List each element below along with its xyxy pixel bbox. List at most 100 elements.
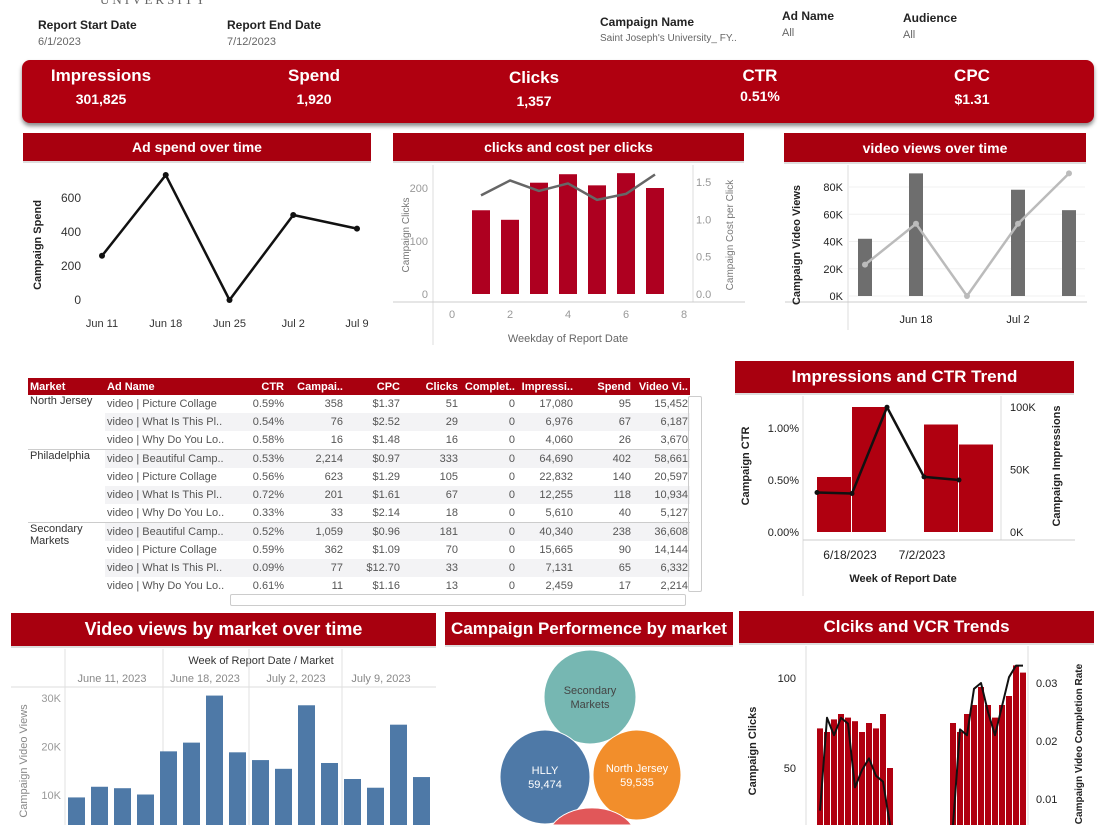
filter-label: Report End Date (227, 18, 322, 32)
table-cell: 51 (445, 398, 458, 411)
x-tick-label: Jul 9 (345, 318, 368, 330)
table-cell: 65 (575, 558, 633, 577)
y2-tick-label: 1.0 (696, 214, 711, 226)
table-cell: 0 (460, 485, 517, 505)
kpi-value: $1.31 (954, 91, 990, 107)
table-cell: 0.58% (252, 434, 284, 447)
column-header[interactable]: Video Vi.. (633, 378, 690, 395)
clicks-bar (646, 188, 664, 294)
x-tick-label: Jul 2 (1006, 314, 1029, 326)
market-ad-table: Market Ad Name CTR Campai.. CPC Clicks Complet… (28, 378, 690, 596)
table-cell: 0.52% (230, 521, 286, 541)
column-header[interactable]: CTR (230, 378, 286, 395)
y2-axis-title: Campaign Cost per Click (725, 179, 736, 291)
bubble-label: 59,474 (528, 779, 562, 791)
table-cell: 0 (508, 579, 515, 592)
table-cell: 7,131 (517, 558, 575, 577)
table-cell: 64,690 (517, 449, 575, 468)
table-cell: 0.72% (230, 485, 286, 505)
table-cell: 29 (402, 413, 460, 432)
table-cell: video | Why Do You Lo.. (107, 506, 225, 519)
table-cell: 5,127 (660, 506, 688, 519)
clicks-bar (617, 173, 635, 294)
filter-campaign-name[interactable]: Campaign Name Saint Joseph's University_ … (600, 15, 737, 44)
video-market-bar (160, 751, 177, 825)
video-market-bar (91, 786, 108, 825)
table-row: video | What Is This Pl.. 0.72% 201 $1.61 67… (28, 485, 690, 505)
table-cell: 77 (286, 558, 345, 577)
ctr-point (956, 477, 962, 483)
group-label: July 2, 2023 (266, 673, 325, 685)
table-row: video | What Is This Pl.. 0.09% 77 $12.70 33… (28, 558, 690, 577)
group-label: July 9, 2023 (351, 673, 410, 685)
table-cell: $1.09 (372, 543, 400, 556)
y2-tick-label: 0K (1010, 527, 1024, 539)
table-cell: $12.70 (345, 558, 402, 577)
y-tick-label: 1.00% (768, 423, 799, 435)
bubble-label: North Jersey (606, 763, 669, 775)
column-header[interactable]: Spend (575, 378, 633, 395)
clicks-bar (957, 732, 963, 825)
video-market-bar (114, 788, 131, 825)
x-tick-label: 6 (623, 309, 629, 321)
table-cell: 90 (618, 543, 631, 556)
table-cell: 4,060 (545, 434, 573, 447)
video-market-bar (390, 724, 407, 825)
table-row: video | Picture Collage 0.56% 623 $1.29 105 0… (28, 468, 690, 486)
x-tick-label: Jun 18 (149, 318, 182, 330)
y-axis-title: Campaign Spend (32, 200, 44, 290)
filter-audience[interactable]: Audience All (903, 11, 957, 41)
table-cell: 0 (460, 558, 517, 577)
filter-ad-name[interactable]: Ad Name All (782, 9, 834, 39)
panel-title-impressions-ctr: Impressions and CTR Trend (735, 361, 1074, 395)
table-cell: video | Beautiful Camp.. (105, 449, 230, 468)
column-header[interactable]: Ad Name (105, 378, 230, 395)
bubble-label: Markets (570, 699, 610, 711)
x-tick-label: 0 (449, 309, 455, 321)
clicks-bar (472, 210, 490, 294)
ctr-point (921, 474, 927, 480)
table-cell: 2,214 (660, 579, 688, 592)
table-cell: $1.16 (372, 579, 400, 592)
cpc-line (480, 173, 656, 202)
ad-spend-chart: 0 200 400 600 Campaign Spend Jun 11 Jun 18 Jun … (32, 172, 369, 330)
y-tick-label: 20K (823, 264, 843, 276)
x-tick-label: Jun 11 (86, 318, 118, 330)
table-cell: 0.59% (252, 543, 284, 556)
table-cell: $1.29 (372, 470, 400, 483)
y-tick-label: 50 (784, 763, 796, 775)
table-cell: 6,976 (517, 413, 575, 432)
column-header[interactable]: Market (28, 378, 105, 395)
table-vertical-scrollbar[interactable] (688, 396, 702, 592)
y2-tick-label: 0.5 (696, 252, 711, 264)
table-cell: 333 (402, 449, 460, 468)
spend-line (101, 173, 358, 302)
y-tick-label: 40K (823, 237, 843, 249)
kpi-value: 1,920 (296, 91, 332, 107)
table-cell: $0.97 (345, 449, 402, 468)
ctr-point (884, 404, 890, 410)
filter-label: Campaign Name (600, 15, 695, 29)
filter-end-date[interactable]: Report End Date 7/12/2023 (227, 18, 321, 48)
column-header-title: Week of Report Date / Market (188, 655, 333, 667)
column-header[interactable]: Impressi.. (517, 378, 575, 395)
table-cell: video | Picture Collage (107, 543, 217, 556)
table-cell: 0.59% (252, 398, 284, 411)
views-point (913, 220, 919, 227)
table-row: North Jersey video | Picture Collage 0.59%… (28, 395, 690, 413)
table-cell: video | What Is This Pl.. (105, 485, 230, 505)
table-cell: 358 (324, 398, 343, 411)
y-tick-label: 0.00% (768, 527, 799, 539)
column-header[interactable]: Complet.. (460, 378, 517, 395)
column-header[interactable]: Campai.. (286, 378, 345, 395)
table-horizontal-scrollbar[interactable] (230, 594, 686, 606)
video-market-bar (413, 777, 430, 825)
filter-start-date[interactable]: Report Start Date 6/1/2023 (38, 18, 137, 48)
table-cell: 14,144 (654, 543, 688, 556)
column-header[interactable]: CPC (345, 378, 402, 395)
panel-title-campaign-performance: Campaign Performence by market (445, 612, 733, 647)
clicks-bar (559, 174, 577, 294)
column-header[interactable]: Clicks (402, 378, 460, 395)
x-tick-label: 6/18/2023 (823, 548, 877, 562)
y2-tick-label: 0.01 (1036, 794, 1057, 806)
